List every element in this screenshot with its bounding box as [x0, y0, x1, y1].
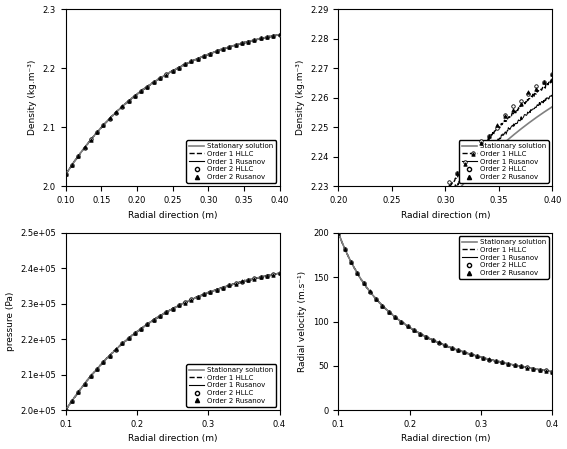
- X-axis label: Radial direction (m): Radial direction (m): [401, 435, 490, 444]
- X-axis label: Radial direction (m): Radial direction (m): [401, 211, 490, 220]
- Legend: Stationary solution, Order 1 HLLC, Order 1 Rusanov, Order 2 HLLC, Order 2 Rusano: Stationary solution, Order 1 HLLC, Order…: [186, 364, 276, 407]
- X-axis label: Radial direction (m): Radial direction (m): [128, 211, 217, 220]
- X-axis label: Radial direction (m): Radial direction (m): [128, 435, 217, 444]
- Y-axis label: Density (kg.m⁻³): Density (kg.m⁻³): [295, 60, 304, 136]
- Legend: Stationary solution, Order 1 HLLC, Order 1 Rusanov, Order 2 HLLC, Order 2 Rusano: Stationary solution, Order 1 HLLC, Order…: [459, 236, 549, 279]
- Y-axis label: Radial velocity (m.s⁻¹): Radial velocity (m.s⁻¹): [298, 271, 307, 372]
- Legend: Stationary solution, Order 1 HLLC, Order 1 Rusanov, Order 2 HLLC, Order 2 Rusano: Stationary solution, Order 1 HLLC, Order…: [459, 141, 549, 183]
- Legend: Stationary solution, Order 1 HLLC, Order 1 Rusanov, Order 2 HLLC, Order 2 Rusano: Stationary solution, Order 1 HLLC, Order…: [186, 141, 276, 183]
- Y-axis label: pressure (Pa): pressure (Pa): [6, 292, 15, 351]
- Y-axis label: Density (kg.m⁻³): Density (kg.m⁻³): [28, 60, 37, 136]
